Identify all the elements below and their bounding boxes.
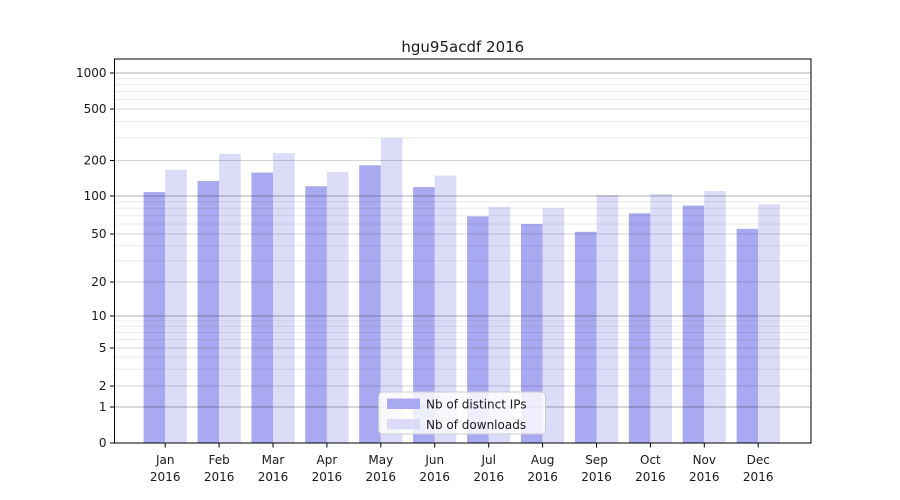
bar-downloads-aug	[542, 208, 565, 443]
x-tick-label-year-apr: 2016	[312, 470, 343, 484]
legend-box	[378, 391, 546, 435]
legend-swatch-distinct-ips	[387, 398, 420, 409]
x-tick-label-year-jan: 2016	[150, 470, 181, 484]
x-tick-label-month-jun: Jun	[424, 453, 444, 467]
x-tick-label-month-nov: Nov	[693, 453, 716, 467]
x-tick-label-year-aug: 2016	[527, 470, 558, 484]
bar-distinct-ips-may	[359, 165, 381, 444]
x-tick-label-year-sep: 2016	[581, 470, 612, 484]
legend-label-downloads: Nb of downloads	[426, 418, 526, 432]
x-tick-label-year-oct: 2016	[635, 470, 666, 484]
y-tick-label-200: 200	[84, 154, 107, 168]
x-tick-label-month-apr: Apr	[317, 453, 338, 467]
x-tick-label-month-oct: Oct	[640, 453, 661, 467]
bar-distinct-ips-apr	[305, 186, 327, 443]
bar-distinct-ips-oct	[628, 213, 651, 443]
x-tick-label-month-feb: Feb	[208, 453, 229, 467]
x-axis-labels: Jan 2016 Feb 2016 Mar 2016 Apr 2016 May 2016 Jun 20…	[150, 453, 774, 484]
y-tick-label-1000: 1000	[76, 66, 107, 80]
y-tick-label-5: 5	[99, 341, 107, 355]
bar-distinct-ips-mar	[251, 172, 273, 443]
legend-swatch-downloads	[387, 419, 420, 430]
bar-distinct-ips-feb	[197, 181, 220, 443]
bar-distinct-ips-jun	[413, 187, 435, 443]
y-tick-label-10: 10	[91, 309, 106, 323]
x-tick-label-month-jan: Jan	[155, 453, 175, 467]
bar-downloads-may	[380, 138, 403, 443]
x-tick-label-month-aug: Aug	[531, 453, 554, 467]
y-tick-label-50: 50	[91, 227, 106, 241]
x-tick-label-year-mar: 2016	[258, 470, 289, 484]
bar-distinct-ips-nov	[682, 205, 705, 443]
x-tick-label-year-jun: 2016	[419, 470, 450, 484]
x-tick-label-year-may: 2016	[366, 470, 397, 484]
legend: Nb of distinct IPs Nb of downloads	[378, 391, 546, 435]
y-tick-label-500: 500	[84, 102, 107, 116]
x-tick-label-year-feb: 2016	[204, 470, 235, 484]
chart-title: hgu95acdf 2016	[401, 38, 524, 56]
plot-area-border	[114, 58, 812, 444]
bar-downloads-dec	[758, 204, 780, 443]
x-tick-label-year-nov: 2016	[689, 470, 720, 484]
tick-marks	[110, 72, 759, 448]
x-tick-label-month-sep: Sep	[585, 453, 608, 467]
bar-downloads-oct	[650, 194, 672, 443]
y-axis-labels: 0 1 2 5 10 20 50 100 200 500 1000	[76, 66, 107, 450]
bar-downloads-mar	[273, 153, 295, 443]
grid-lines	[114, 72, 811, 408]
x-tick-label-month-mar: Mar	[262, 453, 285, 467]
bar-distinct-ips-aug	[521, 224, 543, 443]
x-tick-label-year-jul: 2016	[473, 470, 504, 484]
x-tick-label-month-jul: Jul	[480, 453, 495, 467]
y-tick-label-100: 100	[84, 189, 107, 203]
bar-distinct-ips-jan	[143, 192, 166, 443]
y-tick-label-0: 0	[99, 436, 107, 450]
legend-label-distinct-ips: Nb of distinct IPs	[426, 397, 527, 411]
bar-downloads-jan	[165, 169, 187, 443]
bar-downloads-feb	[219, 153, 241, 443]
bar-downloads-apr	[326, 171, 349, 443]
x-tick-label-month-dec: Dec	[747, 453, 770, 467]
bar-downloads-nov	[704, 191, 726, 443]
x-tick-label-year-dec: 2016	[743, 470, 774, 484]
bars-group	[143, 138, 780, 444]
y-tick-label-1: 1	[99, 400, 107, 414]
y-tick-label-20: 20	[91, 275, 106, 289]
y-tick-label-2: 2	[99, 379, 107, 393]
bar-distinct-ips-sep	[574, 231, 597, 443]
bar-downloads-jul	[488, 206, 511, 443]
bar-downloads-jun	[434, 175, 457, 443]
bar-downloads-sep	[596, 195, 619, 443]
x-tick-label-month-may: May	[368, 453, 393, 467]
